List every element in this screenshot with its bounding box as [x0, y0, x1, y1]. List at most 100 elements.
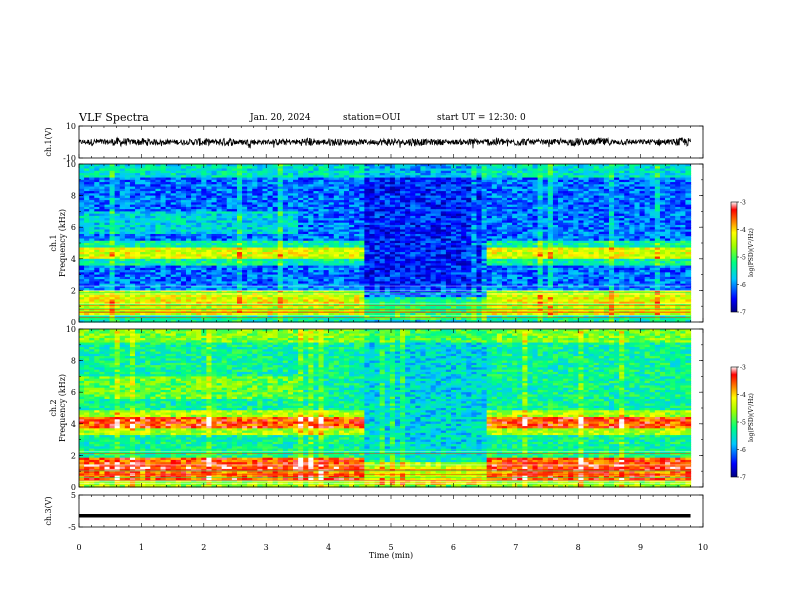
spectrogram-cell — [84, 243, 90, 246]
spectrogram-cell — [226, 315, 233, 319]
spectrogram-cell — [145, 238, 151, 242]
spectrogram-cell — [94, 312, 100, 316]
spectrogram-cell — [262, 265, 269, 269]
spectrogram-cell — [277, 166, 284, 170]
spectrogram-cell — [129, 297, 136, 301]
spectrogram-cell — [135, 218, 141, 222]
spectrogram-cell — [84, 319, 90, 323]
spectrogram-cell — [109, 299, 116, 303]
spectrogram-cell — [252, 227, 258, 231]
spectrogram-cell — [79, 202, 85, 206]
spectrogram-cell — [252, 197, 258, 201]
spectrogram-cell — [231, 229, 238, 233]
spectrogram-cell — [145, 317, 151, 321]
spectrogram-cell — [160, 233, 167, 237]
spectrogram-cell — [104, 276, 111, 280]
spectrogram-cell — [109, 290, 116, 294]
spectrogram-cell — [272, 209, 279, 212]
spectrogram-cell — [201, 267, 207, 271]
spectrogram-cell — [155, 186, 162, 190]
spectrogram-cell — [145, 175, 151, 179]
spectrogram-cell — [191, 204, 197, 208]
spectrogram-cell — [242, 233, 248, 237]
spectrogram-cell — [201, 215, 207, 219]
spectrogram-cell — [135, 249, 141, 253]
spectrogram-cell — [180, 245, 187, 249]
spectrogram-cell — [236, 256, 243, 260]
spectrogram-cell — [236, 258, 243, 262]
spectrogram-cell — [170, 283, 177, 287]
spectrogram-cell — [277, 270, 284, 273]
spectrogram-cell — [211, 240, 218, 244]
spectrogram-cell — [119, 283, 126, 287]
spectrogram-cell — [216, 182, 223, 185]
spectrogram-cell — [89, 186, 95, 190]
spectrogram-cell — [226, 245, 233, 249]
spectrogram-cell — [155, 299, 162, 303]
spectrogram-cell — [236, 247, 243, 251]
spectrogram-cell — [242, 213, 248, 217]
spectrogram-cell — [267, 179, 274, 183]
spectrogram-cell — [89, 265, 95, 269]
spectrogram-cell — [196, 209, 202, 212]
spectrogram-cell — [84, 299, 90, 303]
spectrogram-cell — [150, 177, 157, 181]
spectrogram-cell — [165, 229, 172, 233]
spectrogram-cell — [140, 220, 146, 224]
spectrogram-cell — [221, 236, 228, 240]
spectrogram-cell — [160, 191, 167, 194]
spectrogram-cell — [191, 252, 197, 255]
spectrogram-cell — [175, 229, 182, 233]
spectrogram-cell — [135, 200, 141, 203]
spectrogram-cell — [206, 272, 213, 276]
spectrogram-cell — [196, 170, 202, 174]
spectrogram-cell — [94, 166, 100, 170]
spectrogram-cell — [252, 170, 258, 174]
spectrogram-cell — [114, 186, 121, 190]
spectrogram-cell — [165, 184, 172, 188]
spectrogram-cell — [242, 173, 248, 176]
spectrogram-cell — [114, 213, 121, 217]
spectrogram-cell — [175, 197, 182, 201]
spectrogram-cell — [119, 229, 126, 233]
spectrogram-cell — [145, 297, 151, 301]
spectrogram-cell — [242, 285, 248, 289]
spectrogram-cell — [196, 238, 202, 242]
spectrogram-cell — [226, 240, 233, 244]
spectrogram-cell — [186, 265, 192, 269]
spectrogram-cell — [155, 256, 162, 260]
spectrogram-cell — [242, 227, 248, 231]
spectrogram-cell — [226, 283, 233, 287]
spectrogram-cell — [165, 211, 172, 215]
spectrogram-cell — [231, 249, 238, 253]
spectrogram-cell — [211, 168, 218, 172]
spectrogram-cell — [201, 279, 207, 282]
spectrogram-cell — [231, 209, 238, 212]
spectrogram-cell — [221, 301, 228, 305]
spectrogram-cell — [211, 202, 218, 206]
spectrogram-cell — [231, 245, 238, 249]
spectrogram-cell — [99, 202, 106, 206]
spectrogram-cell — [211, 231, 218, 235]
spectrogram-cell — [247, 222, 253, 226]
spectrogram-cell — [99, 272, 106, 276]
spectrogram-cell — [175, 258, 182, 262]
spectrogram-cell — [89, 243, 95, 246]
spectrogram-cell — [129, 276, 136, 280]
spectrogram-cell — [109, 173, 116, 176]
spectrogram-cell — [135, 288, 141, 291]
spectrogram-cell — [277, 197, 284, 201]
spectrogram-cell — [84, 222, 90, 226]
spectrogram-cell — [252, 184, 258, 188]
spectrogram-cell — [104, 245, 111, 249]
spectrogram-cell — [201, 270, 207, 273]
spectrogram-cell — [226, 306, 233, 310]
spectrogram-cell — [124, 270, 131, 273]
spectrogram-cell — [221, 317, 228, 321]
spectrogram-cell — [247, 256, 253, 260]
spectrogram-cell — [216, 249, 223, 253]
spectrogram-cell — [262, 276, 269, 280]
spectrogram-cell — [277, 202, 284, 206]
spectrogram-cell — [196, 281, 202, 285]
spectrogram-cell — [94, 315, 100, 319]
